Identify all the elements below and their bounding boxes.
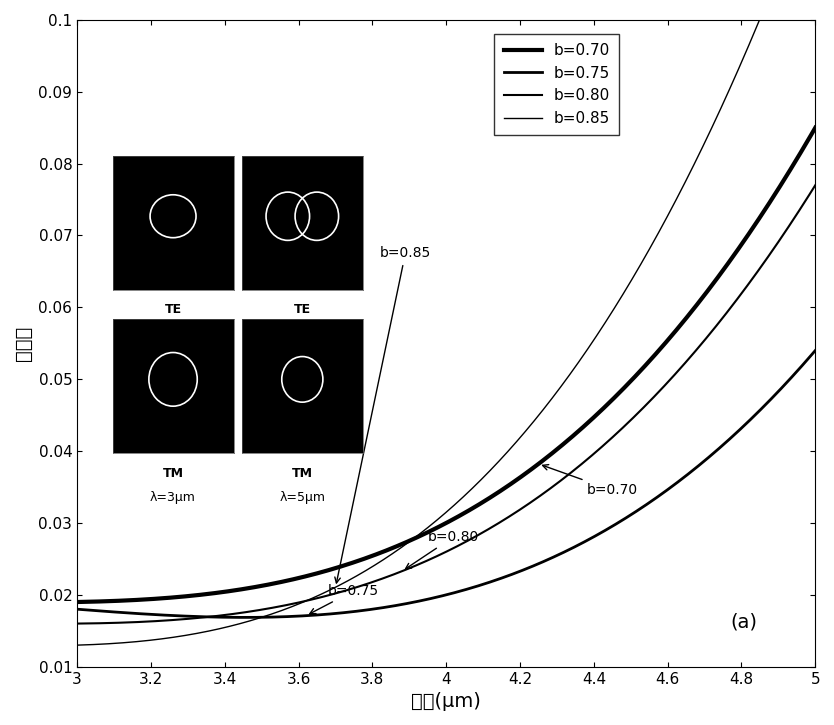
Text: λ=3μm: λ=3μm (150, 491, 196, 504)
Text: TM: TM (163, 467, 183, 479)
Y-axis label: 双折射: 双折射 (14, 326, 33, 361)
Legend: b=0.70, b=0.75, b=0.80, b=0.85: b=0.70, b=0.75, b=0.80, b=0.85 (495, 34, 620, 136)
Text: b=0.80: b=0.80 (405, 530, 479, 569)
Text: TE: TE (294, 303, 311, 316)
Text: b=0.85: b=0.85 (334, 246, 431, 583)
X-axis label: 波长(μm): 波长(μm) (411, 692, 481, 711)
Text: λ=5μm: λ=5μm (279, 328, 325, 341)
Text: b=0.70: b=0.70 (543, 465, 638, 497)
Text: b=0.75: b=0.75 (310, 584, 379, 613)
Text: (a): (a) (731, 612, 757, 631)
Text: λ=5μm: λ=5μm (279, 491, 325, 504)
Text: TM: TM (292, 467, 313, 479)
Text: TE: TE (164, 303, 182, 316)
Text: λ=3μm: λ=3μm (150, 328, 196, 341)
